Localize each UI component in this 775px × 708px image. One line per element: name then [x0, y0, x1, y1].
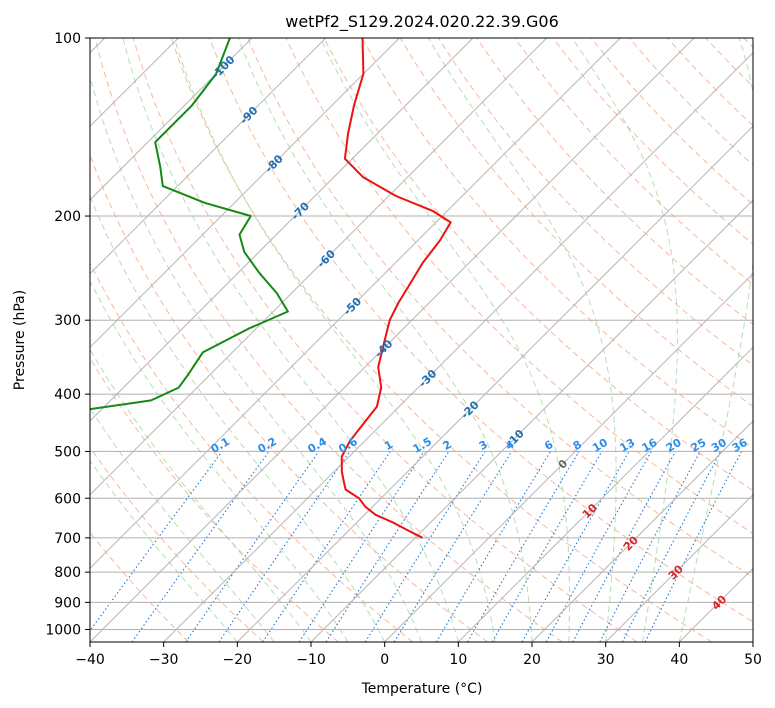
isotherm-line: [236, 125, 753, 642]
moist-adiabat: [427, 38, 617, 642]
dry-adiabat: [514, 38, 753, 285]
moist-adiabat: [237, 38, 533, 642]
dry-adiabat: [90, 261, 414, 642]
isotherm-line: [90, 38, 400, 349]
dry-adiabat: [476, 38, 753, 326]
isotherm-line: [384, 272, 753, 642]
dry-adiabat: [247, 38, 753, 578]
mixing-ratio-line: [262, 451, 391, 642]
mixing-ratio-line: [325, 451, 450, 642]
dry-adiabat: [209, 38, 753, 623]
moist-adiabats: [90, 38, 753, 642]
y-tick-label: 1000: [45, 622, 81, 638]
isotherm-line: [752, 641, 753, 642]
isotherm-line: [90, 38, 548, 496]
mixing-ratio-line: [521, 451, 630, 642]
isotherm-line: [531, 420, 753, 642]
mixing-ratio-lines: [90, 451, 742, 642]
mixing-ratio-line: [621, 451, 722, 642]
moist-adiabat: [90, 194, 386, 642]
chart-title: wetPf2_S129.2024.020.22.39.G06: [285, 12, 559, 32]
dry-adiabat: [285, 38, 753, 535]
moist-adiabat: [678, 38, 753, 642]
y-tick-label: 300: [54, 313, 81, 329]
x-tick-label: 0: [380, 652, 389, 668]
mixing-ratio-line: [185, 451, 320, 642]
mixing-ratio-line: [644, 451, 742, 642]
moist-adiabat: [319, 38, 570, 642]
isotherm-line: [605, 493, 753, 642]
isotherm-line: [457, 346, 753, 642]
dry-adiabat: [132, 38, 638, 642]
mixing-ratio-line: [298, 451, 425, 642]
dry-adiabat: [170, 38, 712, 642]
temperature-profile-line: [340, 38, 452, 539]
isotherm-line: [90, 38, 327, 275]
y-tick-label: 900: [54, 595, 81, 611]
mixing-ratio-line: [90, 451, 223, 632]
y-tick-label: 600: [54, 491, 81, 507]
dry-adiabat: [94, 38, 563, 642]
x-tick-label: −30: [149, 652, 179, 668]
x-tick-label: 40: [670, 652, 688, 668]
isotherm-line: [90, 38, 253, 201]
dry-adiabats: [90, 38, 753, 642]
isotherm-line: [163, 51, 753, 642]
dewpoint-profile-line: [90, 38, 289, 411]
plot-background: [90, 38, 753, 642]
x-axis-ticks: −40 −30 −20 −10 0 10 20 30 40 50: [75, 642, 762, 668]
x-tick-label: −20: [223, 652, 253, 668]
y-tick-label: 700: [54, 531, 81, 547]
profiles: [90, 38, 452, 539]
moist-adiabat: [90, 74, 422, 642]
y-tick-label: 100: [54, 31, 81, 47]
x-tick-label: 20: [523, 652, 541, 668]
x-tick-label: −10: [296, 652, 326, 668]
mixing-ratio-line: [218, 451, 351, 642]
isotherms: [90, 38, 753, 642]
y-tick-label: 500: [54, 444, 81, 460]
isotherm-line: [90, 38, 695, 642]
y-tick-label: 400: [54, 387, 81, 403]
y-tick-label: 800: [54, 565, 81, 581]
plot-frame: [89, 37, 754, 643]
x-tick-label: 30: [597, 652, 615, 668]
y-tick-label: 200: [54, 209, 81, 225]
moist-adiabat: [90, 407, 275, 642]
y-axis-ticks: 100 200 300 400 500 600 700 800 900 1000: [45, 31, 90, 638]
moist-adiabat: [122, 38, 459, 642]
isotherm-line: [90, 38, 474, 422]
x-tick-label: 10: [449, 652, 467, 668]
mixing-ratio-line: [393, 451, 513, 642]
dry-adiabat: [323, 38, 753, 492]
moist-adiabat: [173, 38, 496, 642]
isotherm-line: [310, 199, 753, 642]
moist-adiabat: [571, 38, 678, 642]
y-axis-label: Pressure (hPa): [12, 290, 28, 390]
x-tick-label: −40: [75, 652, 105, 668]
x-axis-label: Temperature (°C): [361, 681, 483, 697]
isotherm-line: [90, 38, 621, 570]
mixing-ratio-line: [545, 451, 652, 642]
moist-adiabat: [90, 459, 238, 642]
dry-adiabat: [90, 357, 339, 642]
x-tick-label: 50: [744, 652, 762, 668]
dry-adiabat: [90, 446, 264, 642]
mixing-ratio-line: [572, 451, 676, 642]
